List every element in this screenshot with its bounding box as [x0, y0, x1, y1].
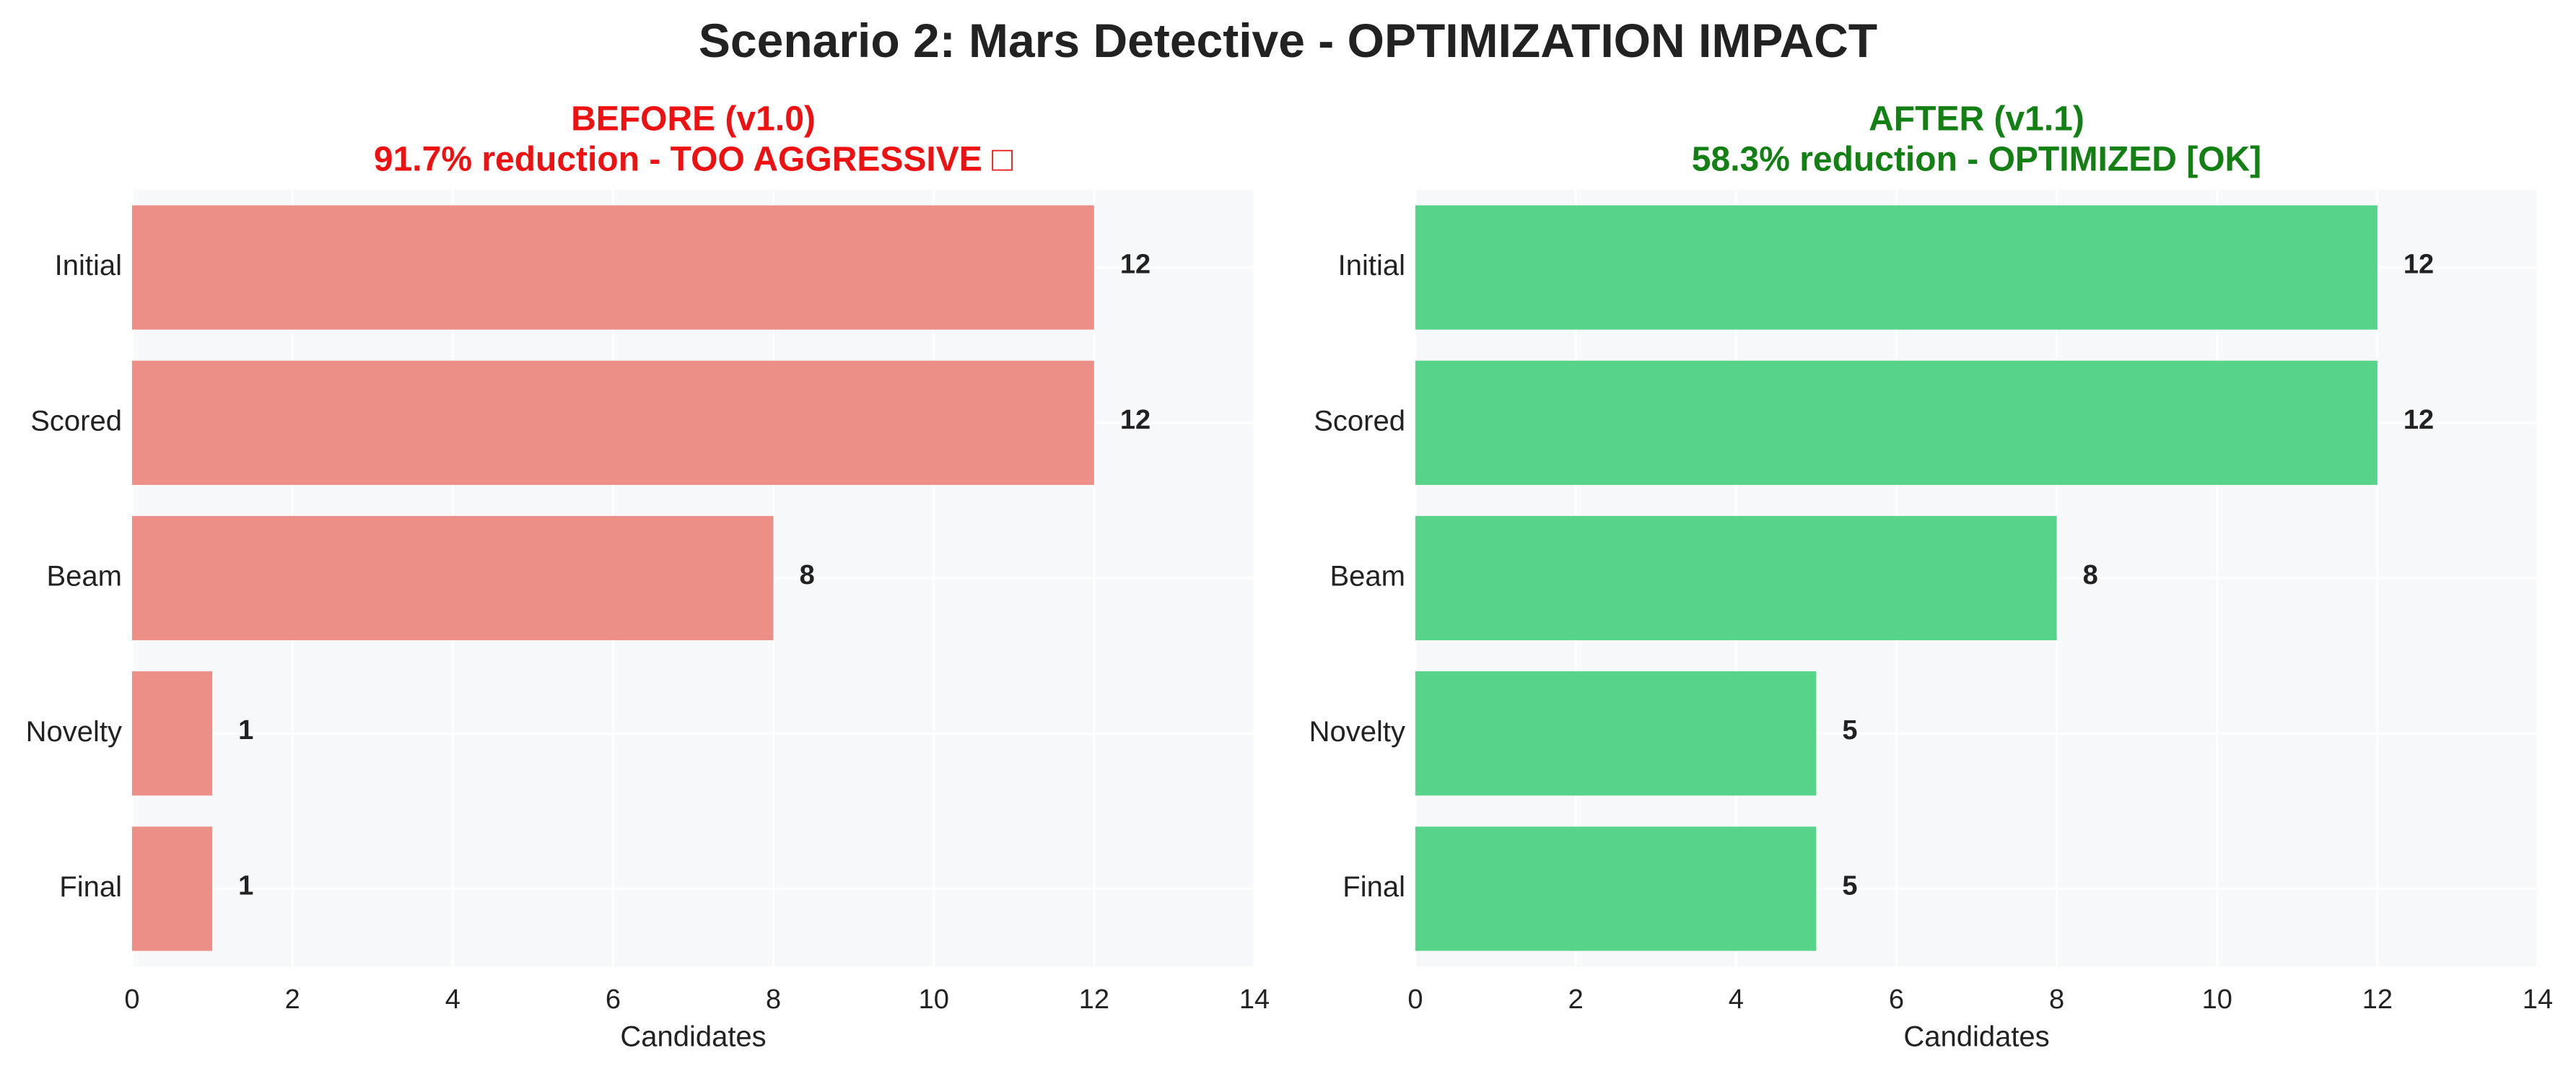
panel-1-data-label-initial: 12 — [1120, 250, 1151, 280]
panel-2-bar-initial — [1415, 205, 2378, 330]
panel-1-data-label-scored: 12 — [1120, 405, 1151, 435]
panel-1-x-tick-label-7: 14 — [1239, 984, 1270, 1015]
panel-1-data-label-final: 1 — [238, 870, 253, 901]
panel-2-category-label-novelty: Novelty — [1309, 716, 1405, 748]
panel-2-bar-beam — [1415, 515, 2057, 641]
panel-1-x-tick-label-3: 6 — [606, 984, 621, 1015]
panel-2-title-line-2: 58.3% reduction - OPTIMIZED [OK] — [1692, 141, 2261, 179]
panel-1-data-label-beam: 8 — [800, 560, 815, 590]
panel-1-bar-final — [132, 826, 213, 951]
panel-1-x-tick-label-2: 4 — [445, 984, 460, 1015]
panel-2-data-label-initial: 12 — [2403, 250, 2434, 280]
panel-1-x-tick-label-1: 2 — [285, 984, 300, 1015]
panel-2-category-label-initial: Initial — [1338, 250, 1405, 281]
panel-2-x-tick-label-7: 14 — [2523, 984, 2553, 1015]
panel-2-data-label-scored: 12 — [2403, 405, 2434, 435]
panel-1-x-tick-label-5: 10 — [919, 984, 949, 1015]
panel-2-x-tick-label-2: 4 — [1729, 984, 1744, 1015]
panel-1-x-tick-label-4: 8 — [766, 984, 781, 1015]
panel-2-x-tick-label-3: 6 — [1889, 984, 1904, 1015]
panel-2-x-tick-label-6: 12 — [2362, 984, 2393, 1015]
panel-1-category-label-initial: Initial — [55, 250, 122, 281]
panel-1-category-label-final: Final — [59, 871, 122, 903]
panel-2-x-axis-label: Candidates — [1903, 1021, 2049, 1053]
panel-2-data-label-beam: 8 — [2083, 560, 2098, 590]
panel-1-x-tick-label-6: 12 — [1079, 984, 1109, 1015]
panel-1-bar-initial — [132, 205, 1094, 330]
panel-1-bar-scored — [132, 360, 1094, 485]
panel-2-x-tick-label-5: 10 — [2202, 984, 2232, 1015]
panel-1-category-label-novelty: Novelty — [26, 716, 122, 748]
panel-2-x-tick-label-4: 8 — [2049, 984, 2064, 1015]
panel-2-data-label-final: 5 — [1842, 870, 1857, 901]
panel-1-data-label-novelty: 1 — [238, 715, 253, 746]
panel-2-bar-final — [1415, 826, 1817, 951]
panel-1-x-tick-label-0: 0 — [124, 984, 139, 1015]
panel-1-title-line-1: BEFORE (v1.0) — [571, 100, 816, 139]
panel-2-x-tick-label-1: 2 — [1568, 984, 1584, 1015]
panel-1-title-line-2: 91.7% reduction - TOO AGGRESSIVE □ — [374, 141, 1013, 179]
panel-2-category-label-beam: Beam — [1330, 561, 1406, 593]
panel-1-bar-novelty — [132, 671, 213, 796]
figure-title: Scenario 2: Mars Detective - OPTIMIZATIO… — [698, 14, 1878, 67]
panel-2-category-label-final: Final — [1342, 871, 1405, 903]
panel-1-category-label-scored: Scored — [30, 405, 122, 437]
panel-2-x-tick-label-0: 0 — [1407, 984, 1423, 1015]
panel-2-data-label-novelty: 5 — [1842, 715, 1857, 746]
panel-1-bar-beam — [132, 515, 774, 641]
panel-2-bar-scored — [1415, 360, 2378, 485]
panel-2-category-label-scored: Scored — [1314, 405, 1405, 437]
panel-1-category-label-beam: Beam — [47, 561, 123, 593]
panel-1-x-axis-label: Candidates — [620, 1021, 766, 1053]
panel-2-bar-novelty — [1415, 671, 1817, 796]
panel-2-title-line-1: AFTER (v1.1) — [1869, 100, 2084, 139]
